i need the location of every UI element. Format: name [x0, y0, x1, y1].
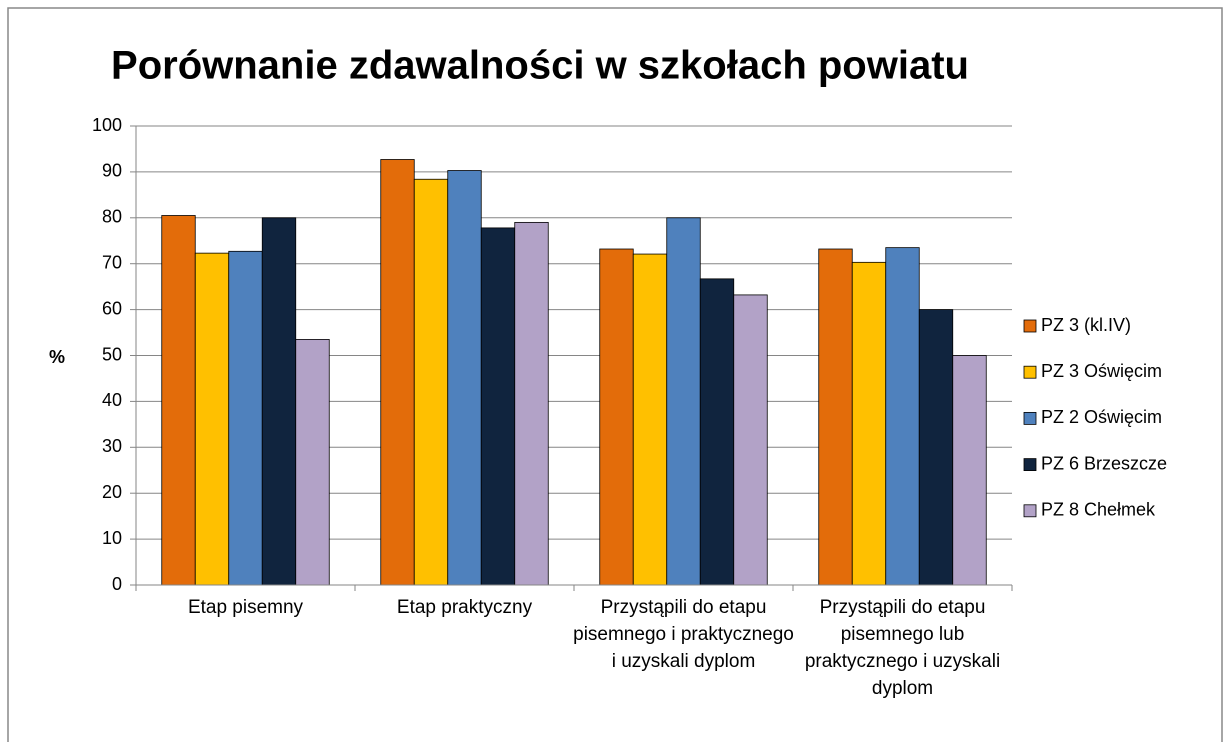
y-tick-label: 10 — [102, 528, 122, 548]
chart-title: Porównanie zdawalności w szkołach powiat… — [111, 44, 969, 88]
bar — [918, 309, 954, 586]
bar — [447, 170, 482, 586]
x-tick-label: Etap pisemny — [187, 597, 304, 618]
y-tick-label: 90 — [102, 161, 122, 181]
y-axis-label: % — [49, 347, 65, 367]
bar — [480, 227, 516, 586]
bar — [514, 221, 549, 586]
bar — [733, 294, 768, 586]
bar — [295, 339, 330, 586]
legend-swatch — [1023, 504, 1037, 518]
bar — [666, 217, 701, 586]
bar — [632, 253, 668, 586]
bar — [261, 217, 297, 586]
bar — [818, 248, 853, 586]
bar — [161, 215, 196, 586]
y-tick-label: 60 — [102, 298, 122, 318]
bar — [885, 247, 920, 586]
x-tick-label: Przystąpili do etapu pisemnego i praktyc… — [573, 597, 794, 672]
bar — [599, 248, 634, 586]
bar — [851, 261, 887, 586]
bar — [194, 252, 230, 586]
legend-label: PZ 6 Brzeszcze — [1041, 453, 1167, 473]
bar — [952, 355, 987, 586]
y-tick-label: 40 — [102, 390, 122, 410]
bar — [413, 178, 449, 586]
x-tick-label: Przystąpili do etapu pisemnego lub prakt… — [804, 597, 1001, 699]
x-tick-label: Etap praktyczny — [396, 597, 533, 618]
y-tick-label: 100 — [92, 115, 122, 135]
y-tick-label: 70 — [102, 252, 122, 272]
y-tick-label: 80 — [102, 207, 122, 227]
legend-swatch — [1023, 411, 1037, 425]
bar — [228, 250, 263, 586]
legend-label: PZ 8 Chełmek — [1041, 500, 1156, 520]
legend-swatch — [1023, 458, 1037, 472]
y-tick-label: 30 — [102, 436, 122, 456]
legend-swatch — [1023, 365, 1037, 379]
y-tick-label: 0 — [112, 574, 122, 594]
legend-label: PZ 3 Oświęcim — [1041, 361, 1162, 381]
bar — [699, 278, 735, 586]
legend-label: PZ 2 Oświęcim — [1041, 407, 1162, 427]
legend-label: PZ 3 (kl.IV) — [1041, 315, 1131, 335]
bar — [380, 159, 415, 586]
y-tick-label: 50 — [102, 344, 122, 364]
y-tick-label: 20 — [102, 482, 122, 502]
legend-swatch — [1023, 319, 1037, 333]
